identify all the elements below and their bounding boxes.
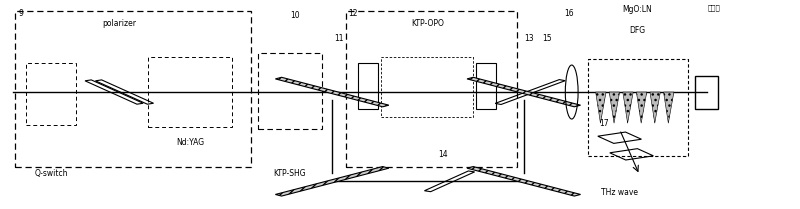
Bar [476, 63, 496, 109]
Text: THz wave: THz wave [601, 187, 638, 196]
Polygon shape [275, 77, 389, 107]
Text: 12: 12 [348, 9, 358, 18]
Polygon shape [636, 92, 646, 123]
Polygon shape [275, 167, 389, 196]
Text: 10: 10 [290, 11, 299, 20]
Polygon shape [610, 92, 620, 123]
Polygon shape [596, 92, 606, 123]
Bar [381, 57, 473, 117]
Text: 接收器: 接收器 [707, 5, 720, 11]
Text: KTP-SHG: KTP-SHG [274, 169, 306, 178]
Polygon shape [650, 92, 660, 123]
Bar [358, 63, 378, 109]
Text: 17: 17 [600, 119, 610, 128]
Text: 16: 16 [564, 9, 574, 18]
Bar [15, 11, 250, 167]
Polygon shape [467, 77, 581, 107]
Bar [258, 53, 322, 129]
Text: MgO:LN: MgO:LN [622, 5, 652, 14]
Text: 9: 9 [18, 9, 23, 18]
Text: Nd:YAG: Nd:YAG [176, 138, 204, 147]
Bar [26, 63, 76, 125]
Text: 13: 13 [524, 34, 534, 43]
Text: KTP-OPO: KTP-OPO [411, 19, 444, 28]
Polygon shape [467, 167, 581, 196]
Bar [588, 59, 687, 156]
Text: 11: 11 [334, 34, 344, 43]
Bar [149, 57, 232, 127]
Bar [695, 76, 718, 109]
Polygon shape [663, 92, 674, 123]
Polygon shape [623, 92, 633, 123]
Text: 14: 14 [438, 150, 448, 159]
Text: Q-switch: Q-switch [34, 169, 68, 178]
Text: 15: 15 [542, 34, 552, 43]
Text: DFG: DFG [629, 26, 646, 35]
Text: polarizer: polarizer [102, 19, 136, 28]
Bar [346, 11, 518, 167]
